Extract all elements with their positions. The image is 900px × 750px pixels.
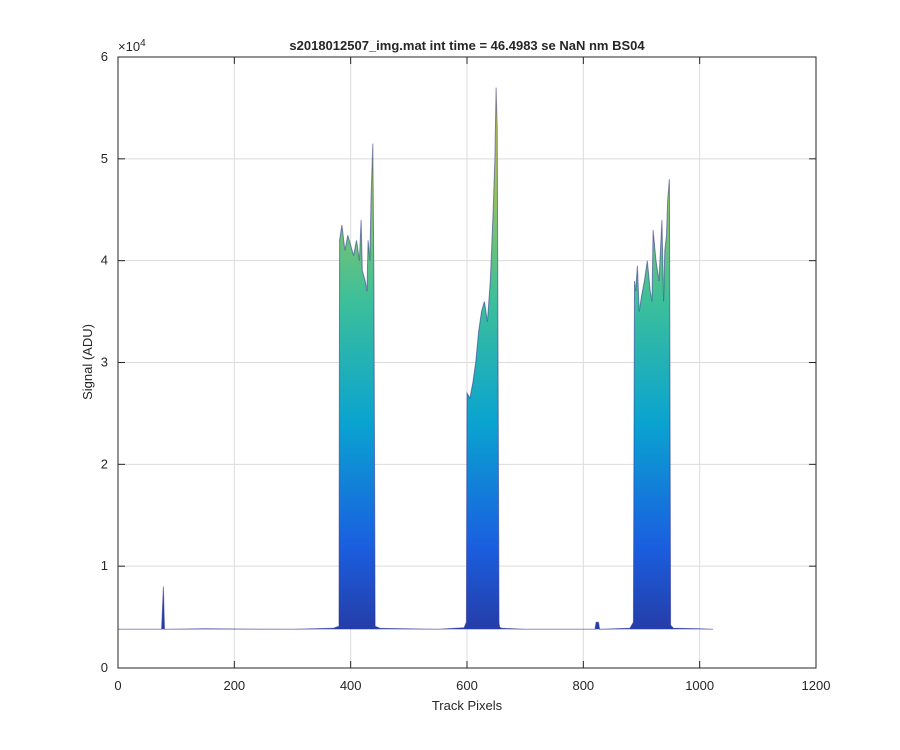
x-axis-label: Track Pixels	[432, 698, 503, 713]
y-tick-label: 4	[101, 253, 108, 268]
y-tick-label: 6	[101, 49, 108, 64]
y-tick-label: 3	[101, 355, 108, 370]
y-tick-label: 1	[101, 558, 108, 573]
tick-marks	[117, 56, 817, 669]
x-tick-label: 200	[223, 678, 245, 693]
x-tick-label: 600	[456, 678, 478, 693]
x-tick-label: 1200	[802, 678, 831, 693]
series-layer	[118, 87, 714, 630]
x-tick-label: 400	[340, 678, 362, 693]
y-tick-label: 2	[101, 456, 108, 471]
y-exponent-power: 4	[140, 38, 146, 49]
x-tick-label: 800	[572, 678, 594, 693]
series-line	[118, 87, 714, 630]
x-tick-label: 1000	[685, 678, 714, 693]
series-area	[118, 87, 713, 630]
x-tick-label: 0	[114, 678, 121, 693]
chart-title: s2018012507_img.mat int time = 46.4983 s…	[289, 38, 645, 53]
y-axis-label: Signal (ADU)	[80, 324, 95, 400]
y-tick-label: 5	[101, 151, 108, 166]
tick-labels: 0 200 400 600 800 1000 1200 0 1 2 3 4 5 6	[101, 49, 831, 693]
y-tick-label: 0	[101, 660, 108, 675]
y-exponent-label: ×104	[118, 38, 146, 54]
